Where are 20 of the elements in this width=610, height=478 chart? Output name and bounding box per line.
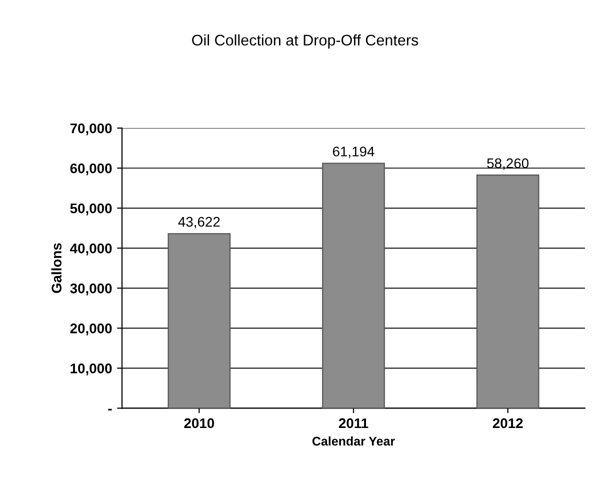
bar [168, 233, 231, 408]
x-tick-label: 2010 [184, 418, 214, 428]
y-tick-label: 30,000 [70, 284, 112, 296]
data-label: 61,194 [332, 146, 374, 158]
y-axis-title: Gallons [51, 243, 62, 294]
y-tick-label: - [108, 408, 112, 410]
y-tick-label: 20,000 [70, 324, 112, 336]
x-tick-label: 2011 [338, 418, 368, 428]
x-tick-label: 2012 [492, 418, 523, 428]
data-label: 58,260 [487, 158, 529, 170]
x-axis-title: Calendar Year [312, 436, 395, 446]
y-tick-label: 70,000 [70, 123, 112, 136]
y-tick-label: 40,000 [70, 243, 112, 256]
data-label: 43,622 [178, 216, 220, 228]
y-tick-label: 10,000 [70, 364, 112, 376]
y-tick-label: 50,000 [70, 203, 112, 216]
y-tick-label: 60,000 [70, 163, 112, 176]
bar [476, 174, 540, 408]
chart-title: Oil Collection at Drop-Off Centers [192, 34, 418, 49]
bar [322, 162, 385, 408]
